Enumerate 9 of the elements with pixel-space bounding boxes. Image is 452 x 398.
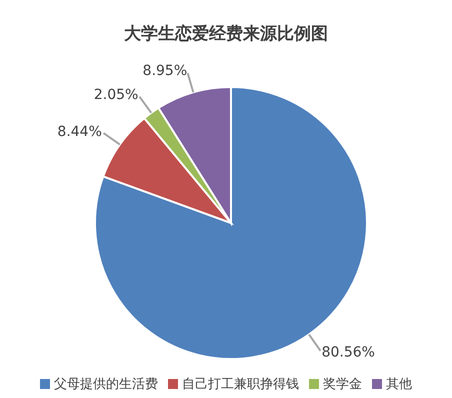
chart-title: 大学生恋爱经费来源比例图 [123, 23, 329, 45]
legend-label: 自己打工兼职挣得钱 [182, 376, 299, 393]
data-label: 8.44% [57, 124, 102, 140]
legend-label: 奖学金 [323, 376, 362, 393]
legend-label: 其他 [386, 376, 412, 393]
data-label: 80.56% [322, 344, 375, 360]
legend-label: 父母提供的生活费 [54, 376, 158, 393]
data-label: 2.05% [94, 87, 138, 104]
data-label: 8.95% [142, 63, 188, 80]
